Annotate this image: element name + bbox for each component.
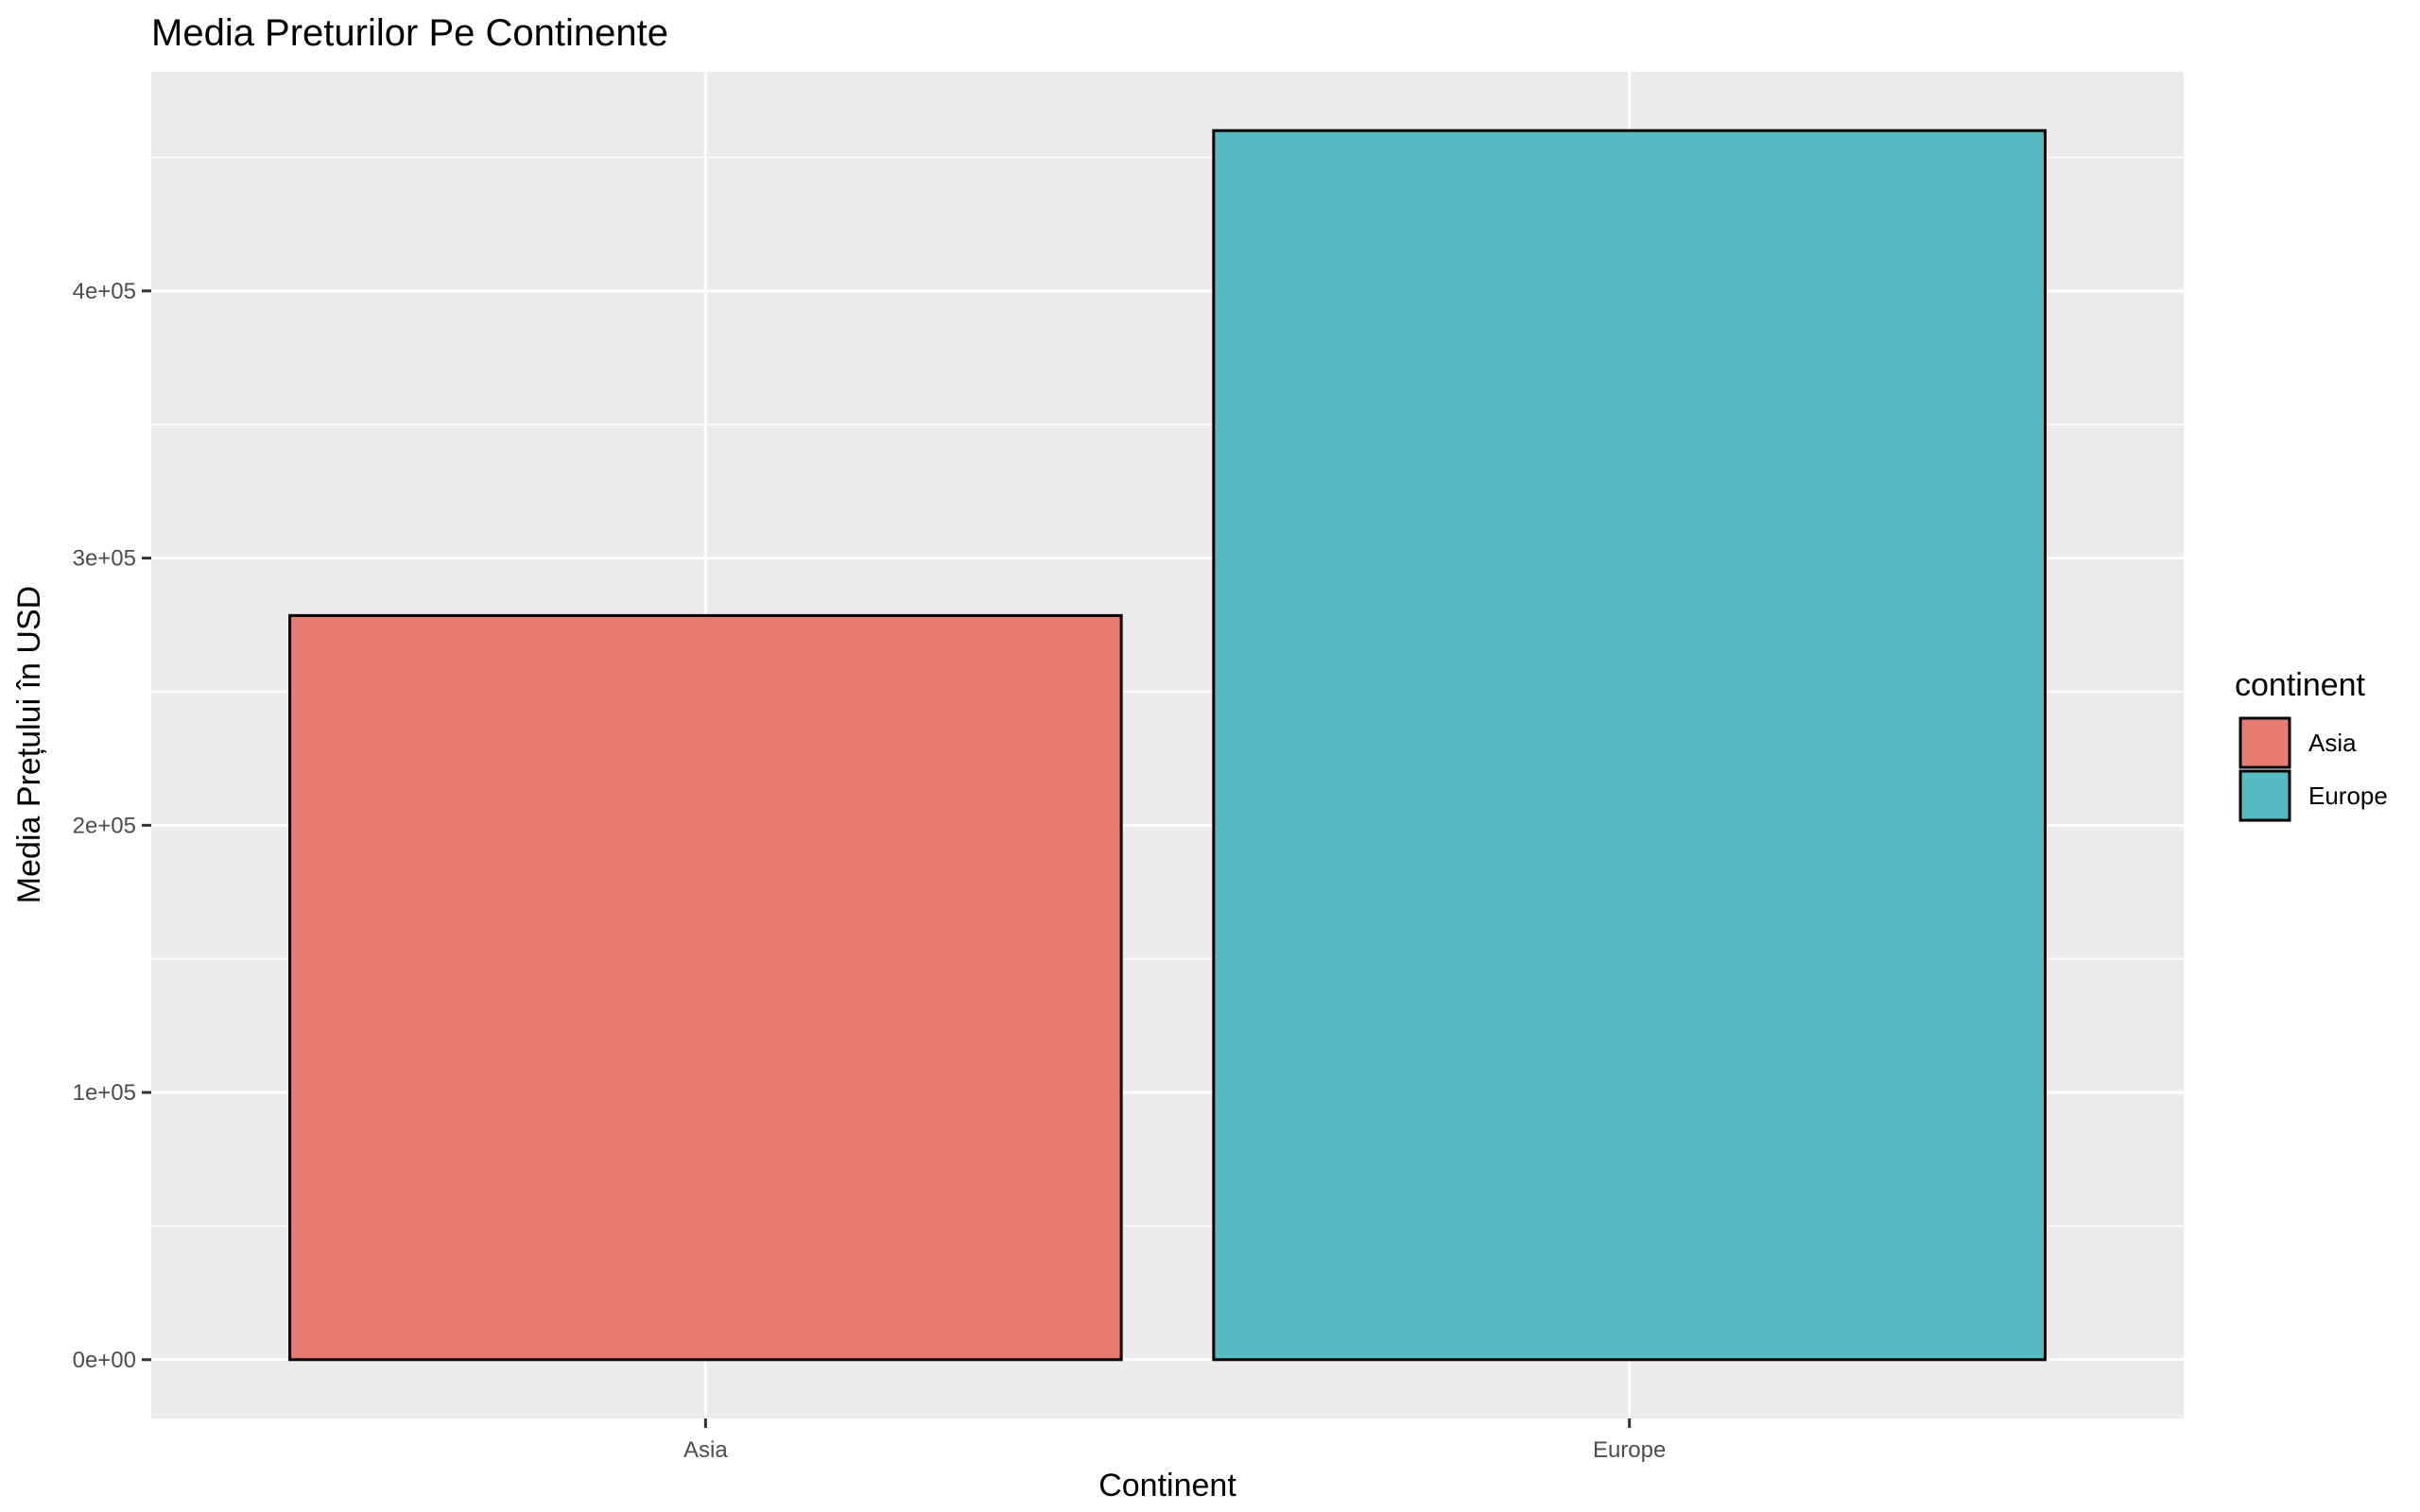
legend-label-europe: Europe [2308, 782, 2388, 810]
x-tick-label: Europe [1593, 1437, 1666, 1463]
legend-key-europe [2238, 769, 2291, 822]
bars [288, 129, 2047, 1362]
y-tick-label: 1e+05 [73, 1080, 136, 1106]
bar-europe [1212, 129, 2047, 1362]
x-axis-title: Continent [1098, 1468, 1236, 1503]
y-tick-label: 2e+05 [73, 813, 136, 838]
y-tick-label: 3e+05 [73, 546, 136, 572]
legend-title: continent [2235, 667, 2366, 703]
bar-asia [288, 613, 1123, 1362]
legend: continent Asia Europe [2235, 667, 2388, 822]
y-tick-label: 4e+05 [73, 279, 136, 304]
x-axis: Asia Europe [683, 1418, 1666, 1463]
chart-title: Media Preturilor Pe Continente [151, 12, 668, 54]
y-tick-label: 0e+00 [73, 1348, 136, 1373]
y-axis-title: Media Prețului în USD [11, 586, 47, 903]
x-tick-label: Asia [683, 1437, 728, 1463]
y-axis: 0e+00 1e+05 2e+05 3e+05 4e+05 [73, 279, 151, 1373]
legend-label-asia: Asia [2308, 729, 2357, 757]
legend-key-asia [2238, 716, 2291, 769]
